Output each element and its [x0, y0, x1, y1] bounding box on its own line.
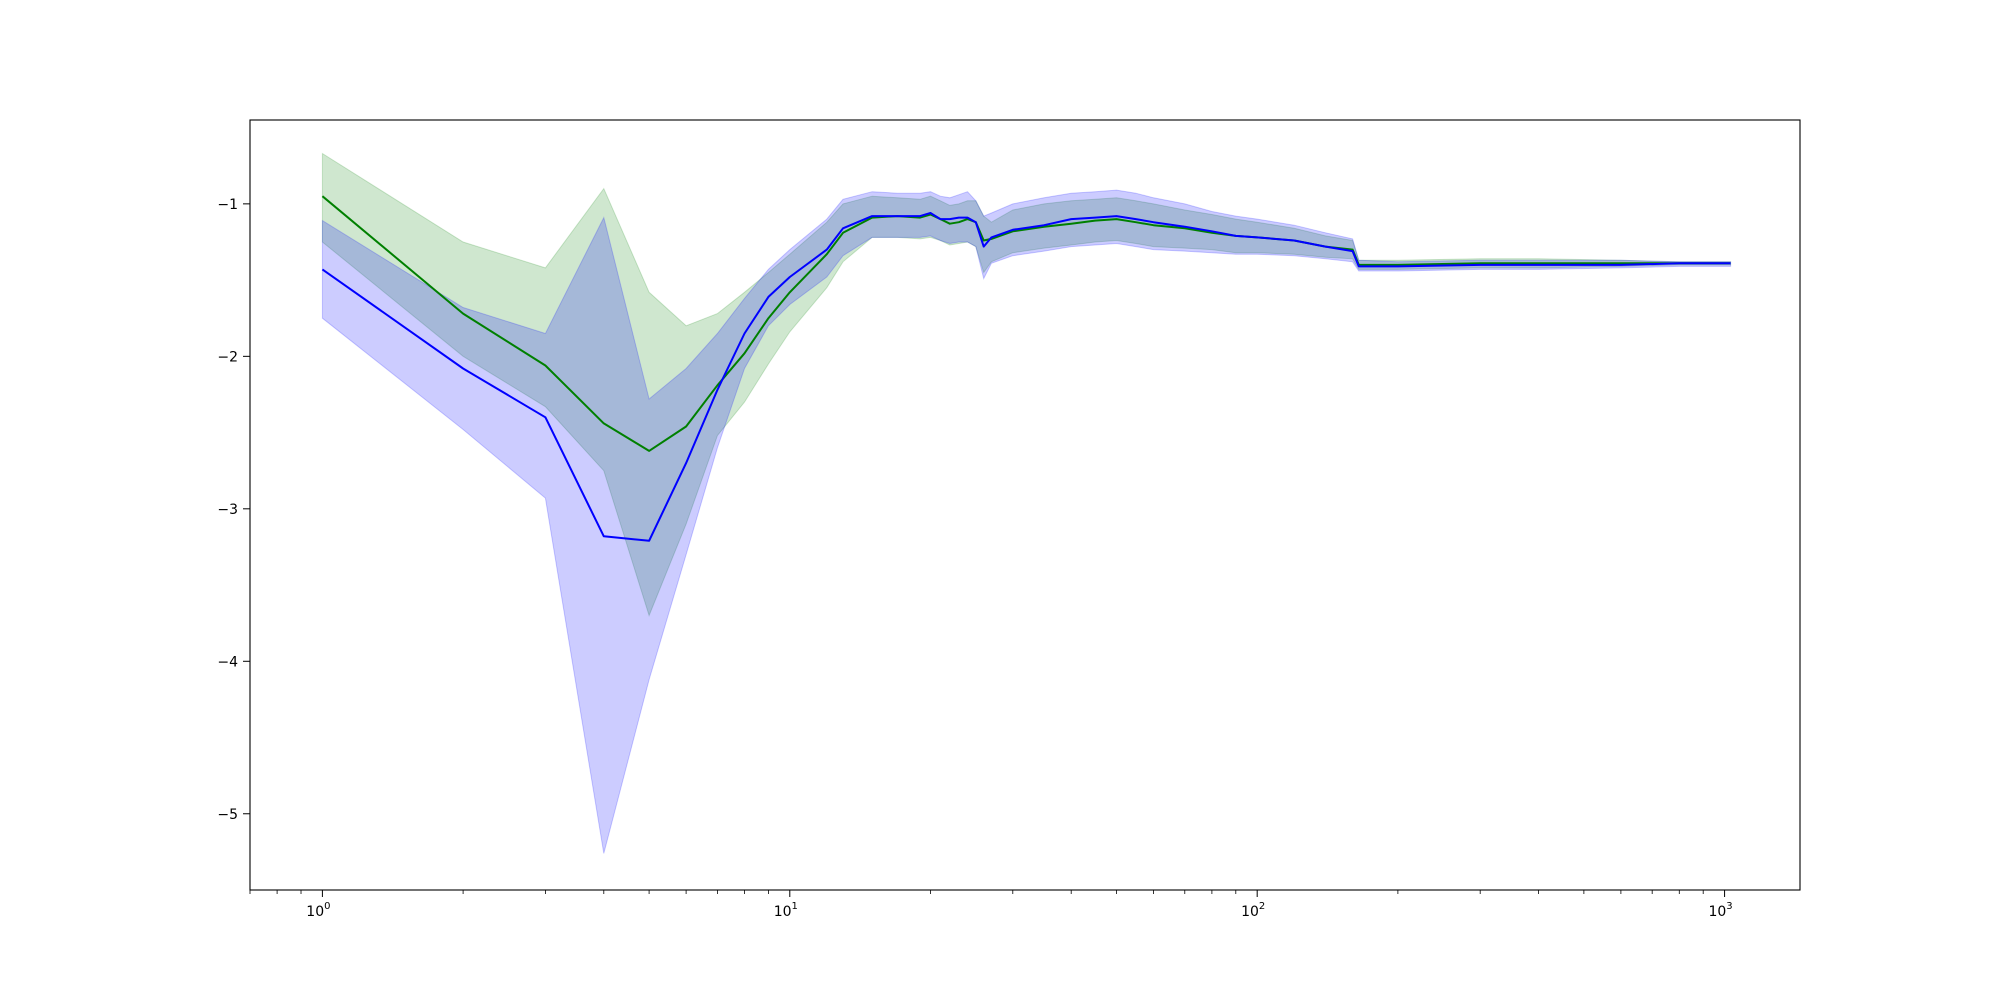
confidence-bands [321, 152, 1732, 854]
y-tick-label: −3 [217, 502, 238, 518]
x-tick-label: 101 [774, 901, 798, 920]
y-tick-label: −4 [217, 654, 238, 670]
x-axis: 100 101 102 103 [249, 890, 1733, 920]
series-1-band [321, 189, 1732, 854]
x-tick-label-exponent: 0 [324, 901, 330, 912]
x-tick-label: 100 [306, 901, 330, 920]
y-tick-label: −5 [217, 807, 238, 823]
plot-area-frame [249, 119, 1801, 891]
y-tick-label: −1 [217, 197, 238, 213]
x-tick-label-exponent: 3 [1726, 901, 1732, 912]
x-tick-label-exponent: 2 [1259, 901, 1265, 912]
x-tick-label: 102 [1241, 901, 1265, 920]
y-axis: −1 −2 −3 −4 −5 [217, 197, 250, 823]
x-tick-label-exponent: 1 [792, 901, 798, 912]
x-tick-label: 103 [1708, 901, 1732, 920]
series-1-line [321, 212, 1731, 542]
series-0-band [321, 152, 1732, 617]
y-tick-label: −2 [217, 349, 238, 365]
series-lines [321, 195, 1731, 542]
